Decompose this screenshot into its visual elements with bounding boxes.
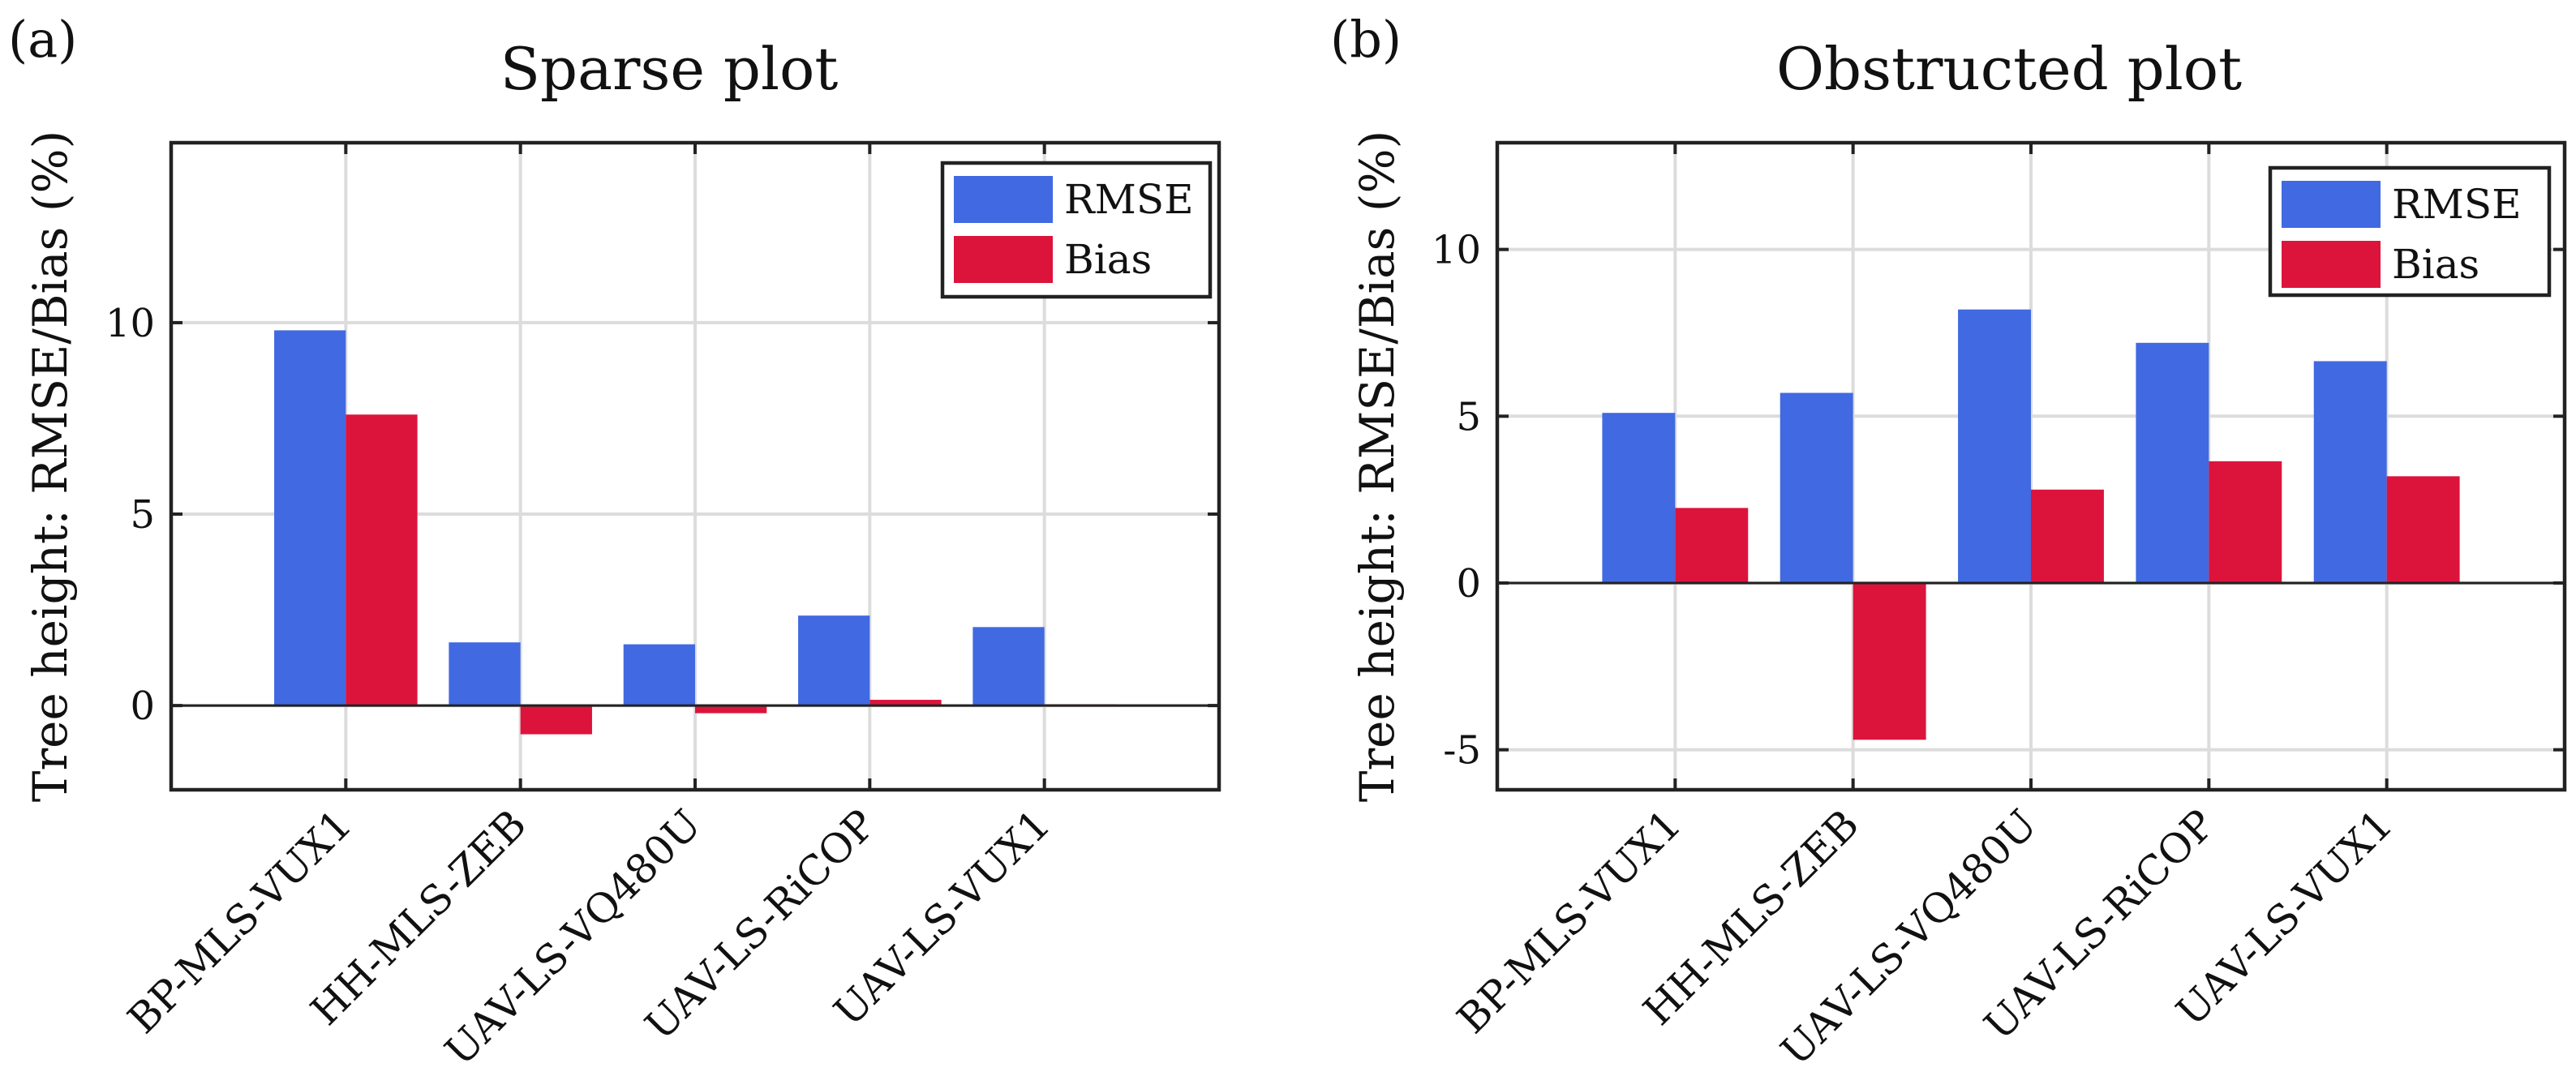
bar-rmse-uav-ls-vux1 <box>972 627 1045 706</box>
y-tick-label: 5 <box>1456 394 1481 439</box>
bar-rmse-uav-ls-ricop <box>798 615 870 706</box>
legend: RMSE Bias <box>940 161 1213 299</box>
legend-swatch-rmse <box>2282 181 2381 228</box>
bar-rmse-uav-ls-vux1 <box>2313 361 2387 583</box>
bar-bias-bp-mls-vux1 <box>346 414 418 706</box>
legend-label-rmse: RMSE <box>1064 176 1194 223</box>
bar-bias-hh-mls-zeb <box>1853 582 1926 740</box>
bar-rmse-bp-mls-vux1 <box>274 330 346 706</box>
panel-title: Obstructed plot <box>1776 35 2242 103</box>
bar-rmse-uav-ls-vq480u <box>1958 309 2031 583</box>
y-axis-label: Tree height: RMSE/Bias (%) <box>23 131 78 802</box>
legend-swatch-bias <box>2282 241 2381 288</box>
legend-swatch-rmse <box>954 176 1053 223</box>
panel-title: Sparse plot <box>500 35 839 103</box>
legend-label-bias: Bias <box>1064 236 1152 283</box>
y-tick-label: 0 <box>1456 561 1481 607</box>
legend-label-bias: Bias <box>2392 241 2479 288</box>
bar-rmse-uav-ls-vq480u <box>623 644 695 706</box>
panel-label: (a) <box>8 10 77 69</box>
legend-label-rmse: RMSE <box>2392 181 2522 228</box>
bar-rmse-hh-mls-zeb <box>449 642 521 706</box>
bar-bias-uav-ls-vq480u <box>695 705 767 714</box>
bar-bias-bp-mls-vux1 <box>1675 508 1749 583</box>
y-tick-label: -5 <box>1443 728 1481 774</box>
bar-bias-uav-ls-ricop <box>869 700 942 706</box>
bar-bias-hh-mls-zeb <box>520 705 592 735</box>
legend-swatch-bias <box>954 236 1053 283</box>
bar-bias-uav-ls-vq480u <box>2031 489 2104 583</box>
panel-sparse-plot: (a) Sparse plot Tree height: RMSE/Bias (… <box>8 10 1221 1074</box>
y-tick-label: 10 <box>1432 228 1481 273</box>
y-tick-label: 5 <box>130 492 155 538</box>
y-tick-label: 0 <box>130 684 155 729</box>
bar-rmse-bp-mls-vux1 <box>1602 413 1676 583</box>
bar-bias-uav-ls-ricop <box>2209 461 2282 583</box>
bar-rmse-hh-mls-zeb <box>1780 392 1853 583</box>
bar-rmse-uav-ls-ricop <box>2136 342 2209 583</box>
bar-bias-uav-ls-vux1 <box>2386 476 2460 583</box>
panel-obstructed-plot: (b) Obstructed plot Tree height: RMSE/Bi… <box>1330 10 2567 1074</box>
panel-label: (b) <box>1330 10 1402 69</box>
y-tick-label: 10 <box>105 301 155 346</box>
legend: RMSE Bias <box>2268 165 2552 298</box>
y-axis-label: Tree height: RMSE/Bias (%) <box>1350 131 1405 802</box>
